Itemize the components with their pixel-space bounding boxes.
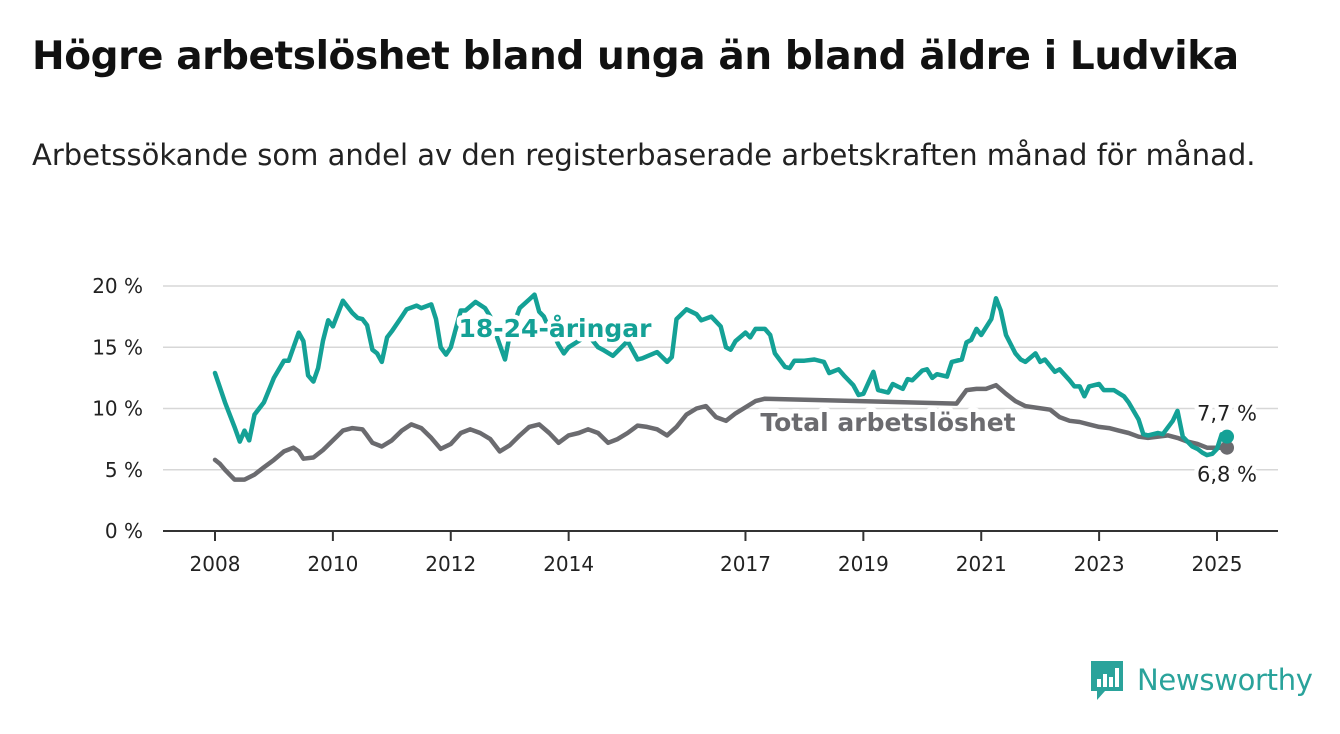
y-tick-label: 5 %: [105, 458, 143, 482]
chart-subtitle: Arbetssökande som andel av den registerb…: [32, 138, 1256, 172]
x-tick-label: 2008: [190, 552, 241, 576]
y-tick-label: 10 %: [92, 397, 143, 421]
chart-title: Högre arbetslöshet bland unga än bland ä…: [32, 34, 1239, 79]
x-tick-label: 2014: [543, 552, 594, 576]
brand-name: Newsworthy: [1137, 663, 1313, 697]
newsworthy-logo: Newsworthy: [1089, 659, 1313, 701]
total-line: [212, 382, 1230, 482]
youth-end-point: [1220, 429, 1235, 444]
series-lines: [212, 292, 1235, 482]
youth-line: [212, 292, 1230, 458]
x-tick-label: 2021: [956, 552, 1007, 576]
youth-end-label: 7,7 %: [1197, 402, 1257, 426]
y-tick-label: 0 %: [105, 519, 143, 543]
youth-series-label: 18-24-åringar: [459, 314, 653, 343]
y-tick-label: 15 %: [92, 335, 143, 359]
total-end-point: [1220, 440, 1235, 455]
x-axis: 2008 2010 2012 2014 2017 2019 2021 2023 2025: [163, 530, 1278, 576]
youth-series-label-halo: 18-24-åringar: [459, 314, 653, 343]
x-tick-label: 2012: [425, 552, 476, 576]
total-end-label: 6,8 %: [1197, 463, 1257, 487]
gridlines: [163, 285, 1278, 471]
total-series-label-halo: Total arbetslöshet: [760, 408, 1015, 437]
x-tick-label: 2025: [1192, 552, 1243, 576]
total-series-label: Total arbetslöshet: [760, 408, 1015, 437]
y-axis-labels: 0 % 5 % 10 % 15 % 20 %: [92, 274, 143, 543]
y-tick-label: 20 %: [92, 274, 143, 298]
youth-end-label-halo: 7,7 %: [1197, 402, 1257, 426]
x-tick-label: 2017: [720, 552, 771, 576]
x-tick-label: 2019: [838, 552, 889, 576]
total-end-label-halo: 6,8 %: [1197, 463, 1257, 487]
x-tick-label: 2023: [1074, 552, 1125, 576]
newsworthy-chart-bubble-icon: [1091, 661, 1123, 700]
x-tick-label: 2010: [307, 552, 358, 576]
